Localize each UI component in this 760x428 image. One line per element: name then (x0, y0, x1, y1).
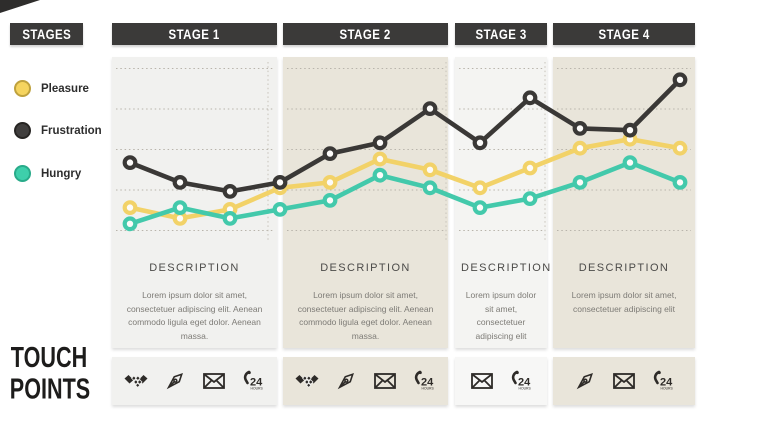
phone-24-icon: 24 HOURS (509, 369, 533, 393)
stage-2-header: STAGE 2 (283, 23, 448, 45)
stage-2-header-label: STAGE 2 (339, 26, 392, 42)
stage-4-header: STAGE 4 (553, 23, 695, 45)
description-body: Lorem ipsum dolor sit amet, consectetuer… (571, 290, 677, 314)
pleasure-marker-icon (14, 80, 31, 97)
legend-label: Hungry (41, 167, 82, 180)
svg-text:24: 24 (421, 377, 434, 389)
touch-points-line2: POINTS (9, 373, 91, 406)
pen-icon (573, 369, 597, 393)
envelope-icon (470, 369, 494, 393)
stage-3-touchpoints: 24 HOURS (455, 357, 547, 405)
description-body: Lorem ipsum dolor sit amet, consectetuer… (297, 290, 434, 341)
svg-text:HOURS: HOURS (251, 387, 264, 391)
svg-text:24: 24 (250, 377, 263, 389)
description-title: DESCRIPTION (578, 262, 670, 274)
envelope-icon (202, 369, 226, 393)
frustration-marker-icon (14, 122, 31, 139)
touch-points-title: TOUCH POINTS (9, 342, 91, 406)
stage-1-header: STAGE 1 (112, 23, 277, 45)
legend-label: Pleasure (41, 82, 89, 95)
stages-header-label: STAGES (22, 26, 71, 42)
pen-icon (163, 369, 187, 393)
stage-4-touchpoints: 24 HOURS (553, 357, 695, 405)
touch-points-line1: TOUCH (10, 342, 88, 374)
stage-2-touchpoints: 24 HOURS (283, 357, 448, 405)
stage-2-description: DESCRIPTION Lorem ipsum dolor sit amet, … (289, 262, 442, 343)
svg-text:HOURS: HOURS (661, 387, 674, 391)
corner-ribbon (0, 0, 40, 13)
svg-text:24: 24 (518, 377, 531, 389)
svg-text:HOURS: HOURS (518, 387, 531, 391)
description-title: DESCRIPTION (320, 262, 411, 274)
stage-3-header-label: STAGE 3 (475, 26, 527, 42)
phone-24-icon: 24 HOURS (651, 369, 675, 393)
svg-text:24: 24 (660, 377, 673, 389)
hungry-marker-icon (14, 165, 31, 182)
stage-4-column: DESCRIPTION Lorem ipsum dolor sit amet, … (553, 57, 695, 348)
description-body: Lorem ipsum dolor sit amet, consectetuer… (126, 290, 263, 341)
stage-4-header-label: STAGE 4 (598, 26, 650, 42)
stage-3-column: DESCRIPTION Lorem ipsum dolor sit amet, … (455, 57, 552, 348)
phone-24-icon: 24 HOURS (412, 369, 436, 393)
stage-2-column: DESCRIPTION Lorem ipsum dolor sit amet, … (283, 57, 448, 348)
svg-text:HOURS: HOURS (422, 387, 435, 391)
stage-1-header-label: STAGE 1 (168, 26, 221, 42)
phone-24-icon: 24 HOURS (241, 369, 265, 393)
description-title: DESCRIPTION (461, 262, 552, 274)
description-body: Lorem ipsum dolor sit amet, consectetuer… (465, 290, 537, 341)
stage-3-description: DESCRIPTION Lorem ipsum dolor sit amet, … (461, 262, 552, 343)
envelope-icon (612, 369, 636, 393)
stage-1-touchpoints: 24 HOURS (112, 357, 277, 405)
handshake-icon (295, 369, 319, 393)
legend-item-hungry: Hungry (14, 165, 81, 182)
description-title: DESCRIPTION (149, 262, 240, 274)
stage-4-description: DESCRIPTION Lorem ipsum dolor sit amet, … (559, 262, 689, 316)
legend-item-pleasure: Pleasure (14, 80, 89, 97)
stages-header: STAGES (10, 23, 83, 45)
stage-1-column: DESCRIPTION Lorem ipsum dolor sit amet, … (112, 57, 277, 348)
envelope-icon (373, 369, 397, 393)
pen-icon (334, 369, 358, 393)
legend-item-frustration: Frustration (14, 122, 102, 139)
stage-3-header: STAGE 3 (455, 23, 547, 45)
stage-1-description: DESCRIPTION Lorem ipsum dolor sit amet, … (118, 262, 271, 343)
handshake-icon (124, 369, 148, 393)
legend-label: Frustration (41, 124, 102, 137)
